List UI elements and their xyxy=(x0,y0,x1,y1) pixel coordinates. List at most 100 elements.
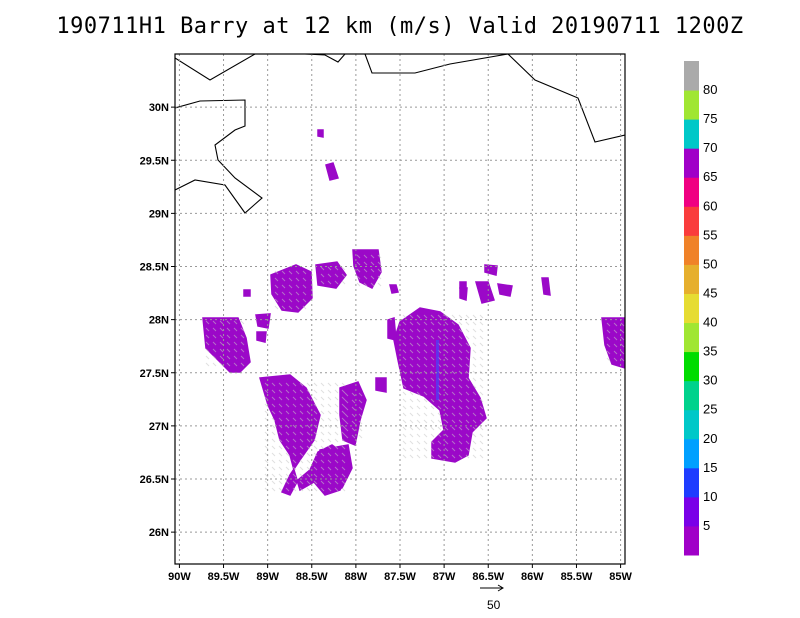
wind-vector xyxy=(334,452,339,457)
wind-vector xyxy=(458,440,463,445)
wind-vector xyxy=(437,321,442,326)
wind-vector xyxy=(233,320,238,325)
wind-vector xyxy=(423,342,428,347)
wind-vector xyxy=(341,438,346,443)
wind-vector xyxy=(278,438,283,443)
wind-vector xyxy=(341,431,346,436)
colorbar-segment xyxy=(684,90,699,120)
lat-tick-label: 28.5N xyxy=(140,262,169,274)
wind-vector xyxy=(306,424,311,429)
wind-vector xyxy=(451,342,456,347)
wind-vector xyxy=(423,447,428,452)
wind-vector xyxy=(409,419,414,424)
wind-vector xyxy=(416,454,421,459)
wind-vector xyxy=(451,335,456,340)
wind-vector xyxy=(416,391,421,396)
wind-vector xyxy=(451,328,456,333)
wind-vector xyxy=(606,336,611,341)
wind-vector xyxy=(430,433,435,438)
wind-vector xyxy=(327,459,332,464)
wind-vector xyxy=(444,377,449,382)
wind-vector xyxy=(430,356,435,361)
wind-vector xyxy=(472,328,477,333)
wind-vector xyxy=(320,473,325,478)
wind-region xyxy=(255,313,271,329)
wind-vector xyxy=(299,487,304,492)
wind-vector xyxy=(278,403,283,408)
wind-vector xyxy=(320,445,325,450)
wind-vector xyxy=(306,382,311,387)
wind-vector xyxy=(341,389,346,394)
wind-vector xyxy=(363,268,368,273)
wind-vector xyxy=(281,284,286,289)
wind-vector xyxy=(423,328,428,333)
wind-vector xyxy=(344,434,349,439)
colorbar-label: 60 xyxy=(703,198,717,213)
colorbar-label: 50 xyxy=(703,256,717,271)
wind-vector xyxy=(472,405,477,410)
wind-vector xyxy=(358,413,363,418)
lon-tick-label: 89.5W xyxy=(208,571,240,583)
wind-vector xyxy=(233,355,238,360)
colorbar-segment xyxy=(684,409,699,440)
wind-vector xyxy=(402,405,407,410)
wind-vector xyxy=(423,440,428,445)
wind-vector xyxy=(465,349,470,354)
wind-region xyxy=(325,162,339,181)
wind-vector xyxy=(271,466,276,471)
wind-speed-field xyxy=(202,129,625,496)
wind-vector xyxy=(416,412,421,417)
wind-vector xyxy=(313,466,318,471)
wind-vector xyxy=(334,396,339,401)
colorbar-segment xyxy=(684,61,699,91)
wind-vector xyxy=(292,396,297,401)
wind-vector xyxy=(320,280,325,285)
wind-vector xyxy=(240,334,245,339)
wind-vector xyxy=(472,433,477,438)
wind-vector xyxy=(402,412,407,417)
wind-vector xyxy=(205,348,210,353)
wind-vector xyxy=(278,480,283,485)
wind-vector xyxy=(341,382,346,387)
wind-vector xyxy=(356,261,361,266)
wind-vector xyxy=(351,434,356,439)
wind-region xyxy=(202,317,251,373)
wind-vector xyxy=(402,419,407,424)
wind-vector xyxy=(278,487,283,492)
wind-vector xyxy=(358,434,363,439)
wind-vector xyxy=(313,424,318,429)
wind-vector xyxy=(292,459,297,464)
wind-vector xyxy=(620,350,625,355)
wind-vector xyxy=(451,349,456,354)
wind-vector xyxy=(358,406,363,411)
wind-vector xyxy=(458,363,463,368)
wind-vector xyxy=(285,487,290,492)
wind-vector xyxy=(205,320,210,325)
wind-vector xyxy=(472,321,477,326)
wind-vector xyxy=(264,403,269,408)
wind-vector xyxy=(437,426,442,431)
wind-vector xyxy=(327,266,332,271)
lat-tick-label: 29N xyxy=(149,208,169,220)
wind-vector xyxy=(409,398,414,403)
wind-vector xyxy=(472,440,477,445)
wind-vector xyxy=(472,412,477,417)
wind-vector xyxy=(423,391,428,396)
wind-vector xyxy=(402,440,407,445)
wind-vector xyxy=(240,327,245,332)
lat-tick-label: 27.5N xyxy=(140,368,169,380)
wind-vector xyxy=(416,419,421,424)
wind-vector xyxy=(437,314,442,319)
wind-vector xyxy=(430,384,435,389)
wind-vector xyxy=(423,419,428,424)
wind-vector xyxy=(226,355,231,360)
wind-vector xyxy=(344,392,349,397)
wind-vector xyxy=(409,447,414,452)
wind-vector xyxy=(292,424,297,429)
wind-region xyxy=(375,377,387,393)
wind-vector xyxy=(472,342,477,347)
wind-vector xyxy=(437,419,442,424)
wind-vector xyxy=(278,466,283,471)
wind-vector xyxy=(479,433,484,438)
wind-vector xyxy=(274,298,279,303)
